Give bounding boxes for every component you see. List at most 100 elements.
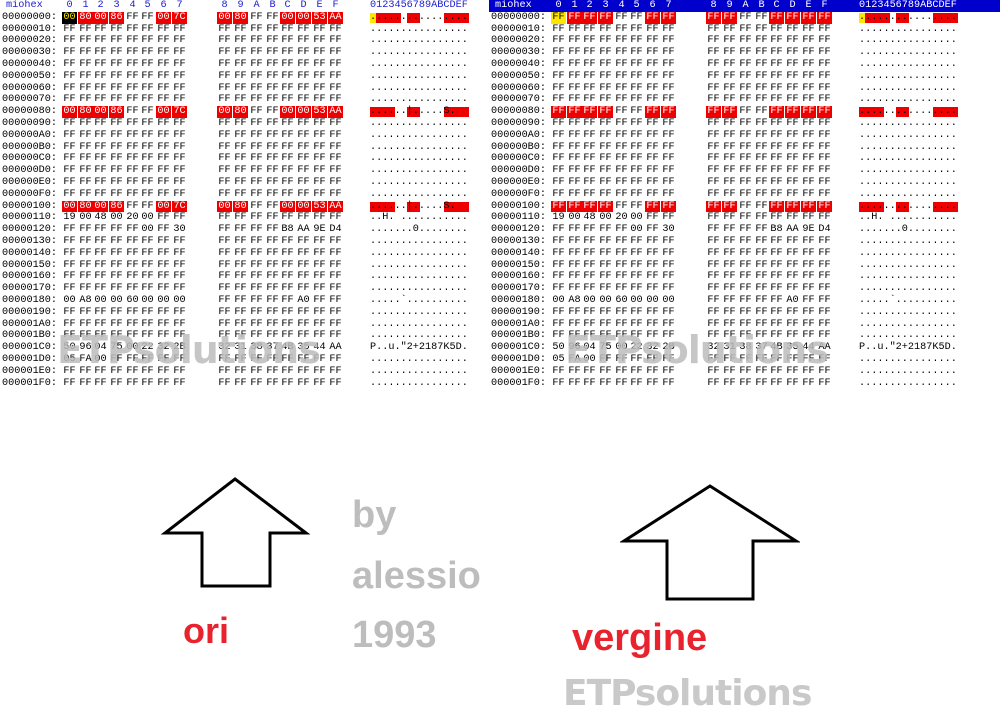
hex-byte[interactable]: FF bbox=[723, 188, 736, 200]
hex-byte[interactable]: FF bbox=[266, 58, 279, 70]
hex-byte[interactable]: 80 bbox=[233, 106, 248, 118]
hex-byte[interactable]: FF bbox=[662, 70, 675, 82]
hex-byte[interactable]: FF bbox=[281, 94, 294, 106]
hex-byte[interactable]: FF bbox=[157, 330, 170, 342]
hex-byte[interactable]: FF bbox=[723, 47, 736, 59]
hex-byte[interactable]: 9E bbox=[313, 224, 326, 236]
hex-row[interactable]: 000000C0: FF FF FF FF FF FF FF FF FF FF FF FF FF FF FF F… bbox=[489, 153, 1000, 165]
hex-row[interactable]: 00000030: FF FF FF FF FF FF FF FF FF FF FF FF FF FF FF F… bbox=[489, 47, 1000, 59]
hex-byte[interactable]: FF bbox=[313, 117, 326, 129]
hex-byte[interactable]: 00 bbox=[173, 294, 186, 306]
hex-byte[interactable]: FF bbox=[266, 247, 279, 259]
hex-byte[interactable]: FF bbox=[802, 353, 815, 365]
hex-byte[interactable]: FF bbox=[583, 129, 596, 141]
hex-byte[interactable]: FF bbox=[739, 353, 752, 365]
hex-byte[interactable]: FF bbox=[599, 259, 612, 271]
hex-byte[interactable]: FF bbox=[755, 23, 768, 35]
hex-byte[interactable]: FF bbox=[599, 318, 612, 330]
hex-byte[interactable]: FF bbox=[755, 377, 768, 389]
hex-byte[interactable]: FF bbox=[552, 176, 565, 188]
hex-byte[interactable]: FF bbox=[94, 23, 107, 35]
hex-byte[interactable]: FF bbox=[583, 259, 596, 271]
hex-byte[interactable]: FF bbox=[707, 188, 720, 200]
hex-byte[interactable]: FF bbox=[818, 353, 831, 365]
hex-byte[interactable]: FF bbox=[769, 106, 784, 118]
hex-byte[interactable]: FF bbox=[662, 129, 675, 141]
hex-row[interactable]: 000001C0: 50 96 04 75 00 22 32 2B 32 31 38 37 4B 35 44 A… bbox=[489, 342, 1000, 354]
hex-byte[interactable]: FF bbox=[707, 259, 720, 271]
hex-byte[interactable]: FF bbox=[173, 283, 186, 295]
hex-byte[interactable]: FF bbox=[94, 58, 107, 70]
hex-byte[interactable]: 22 bbox=[141, 342, 154, 354]
hex-byte[interactable]: FF bbox=[218, 176, 231, 188]
hex-byte[interactable]: FF bbox=[281, 165, 294, 177]
hex-byte[interactable]: FF bbox=[218, 94, 231, 106]
hex-byte[interactable]: FF bbox=[63, 259, 76, 271]
hex-byte[interactable]: FF bbox=[126, 176, 139, 188]
hex-byte[interactable]: FF bbox=[126, 353, 139, 365]
hex-byte[interactable]: FF bbox=[755, 94, 768, 106]
hex-byte[interactable]: FF bbox=[802, 23, 815, 35]
hex-byte[interactable]: FF bbox=[723, 35, 736, 47]
hex-byte[interactable]: 00 bbox=[583, 353, 596, 365]
hex-byte[interactable]: FF bbox=[723, 165, 736, 177]
hex-byte[interactable]: FF bbox=[157, 141, 170, 153]
hex-byte[interactable]: FF bbox=[630, 153, 643, 165]
hex-byte[interactable]: FF bbox=[218, 58, 231, 70]
hex-byte[interactable]: FF bbox=[63, 188, 76, 200]
hex-byte[interactable]: FF bbox=[157, 176, 170, 188]
hex-byte[interactable]: FF bbox=[110, 259, 123, 271]
hex-byte[interactable]: FF bbox=[218, 117, 231, 129]
hex-byte[interactable]: FF bbox=[786, 188, 799, 200]
hex-row[interactable]: 000001E0: FF FF FF FF FF FF FF FF FF FF FF FF FF FF FF F… bbox=[489, 366, 1000, 378]
hex-byte[interactable]: FF bbox=[723, 377, 736, 389]
hex-byte[interactable]: FF bbox=[234, 377, 247, 389]
hex-byte[interactable]: 00 bbox=[280, 200, 295, 213]
hex-byte[interactable]: FF bbox=[250, 70, 263, 82]
hex-byte[interactable]: FF bbox=[583, 283, 596, 295]
hex-byte[interactable]: FF bbox=[126, 141, 139, 153]
hex-byte[interactable]: FF bbox=[630, 58, 643, 70]
hex-byte[interactable]: 53 bbox=[312, 106, 327, 118]
hex-byte[interactable]: FF bbox=[126, 200, 139, 212]
hex-row[interactable]: 00000190: FF FF FF FF FF FF FF FF FF FF FF FF FF FF FF F… bbox=[489, 307, 1000, 319]
hex-byte[interactable]: FF bbox=[739, 224, 752, 236]
hex-byte[interactable]: FF bbox=[173, 259, 186, 271]
hex-byte[interactable]: FF bbox=[615, 23, 628, 35]
hex-row[interactable]: 00000080: 00 80 00 86 FF FF 00 7C 00 80 FF FF 00 00 53 A… bbox=[0, 106, 486, 118]
hex-byte[interactable]: FF bbox=[615, 70, 628, 82]
hex-byte[interactable]: FF bbox=[786, 176, 799, 188]
hex-byte[interactable]: FF bbox=[739, 176, 752, 188]
hex-byte[interactable]: FF bbox=[110, 247, 123, 259]
hex-byte[interactable]: FF bbox=[94, 165, 107, 177]
hex-byte[interactable]: FF bbox=[126, 165, 139, 177]
hex-byte[interactable]: FF bbox=[615, 259, 628, 271]
hex-byte[interactable]: FF bbox=[281, 377, 294, 389]
hex-byte[interactable]: FF bbox=[567, 106, 582, 118]
hex-byte[interactable]: FF bbox=[297, 318, 310, 330]
hex-byte[interactable]: FF bbox=[786, 377, 799, 389]
hex-byte[interactable]: FF bbox=[786, 94, 799, 106]
hex-byte[interactable]: FF bbox=[313, 176, 326, 188]
hex-byte[interactable]: FF bbox=[63, 365, 76, 377]
hex-byte[interactable]: FF bbox=[722, 200, 737, 213]
hex-byte[interactable]: FF bbox=[281, 188, 294, 200]
hex-byte[interactable]: 00 bbox=[217, 200, 232, 213]
hex-byte[interactable]: FF bbox=[173, 47, 186, 59]
hex-byte[interactable]: 60 bbox=[126, 294, 139, 306]
hex-byte[interactable]: 00 bbox=[280, 11, 295, 24]
hex-byte[interactable]: FF bbox=[615, 11, 628, 23]
hex-byte[interactable]: FF bbox=[173, 188, 186, 200]
hex-byte[interactable]: FF bbox=[599, 117, 612, 129]
hex-byte[interactable]: FF bbox=[329, 58, 342, 70]
hex-row[interactable]: 00000070: FF FF FF FF FF FF FF FF FF FF FF FF FF FF FF F… bbox=[489, 94, 1000, 106]
hex-byte[interactable]: FF bbox=[126, 235, 139, 247]
hex-byte[interactable]: FF bbox=[739, 247, 752, 259]
hex-byte[interactable]: FF bbox=[234, 283, 247, 295]
hex-byte[interactable]: FF bbox=[313, 70, 326, 82]
hex-byte[interactable]: FF bbox=[234, 23, 247, 35]
hex-byte[interactable]: FF bbox=[802, 165, 815, 177]
hex-byte[interactable]: FF bbox=[818, 23, 831, 35]
hex-byte[interactable]: FF bbox=[770, 330, 783, 342]
hex-row[interactable]: 00000100: 00 80 00 86 FF FF 00 7C 00 80 FF FF 00 00 53 A… bbox=[0, 200, 486, 213]
